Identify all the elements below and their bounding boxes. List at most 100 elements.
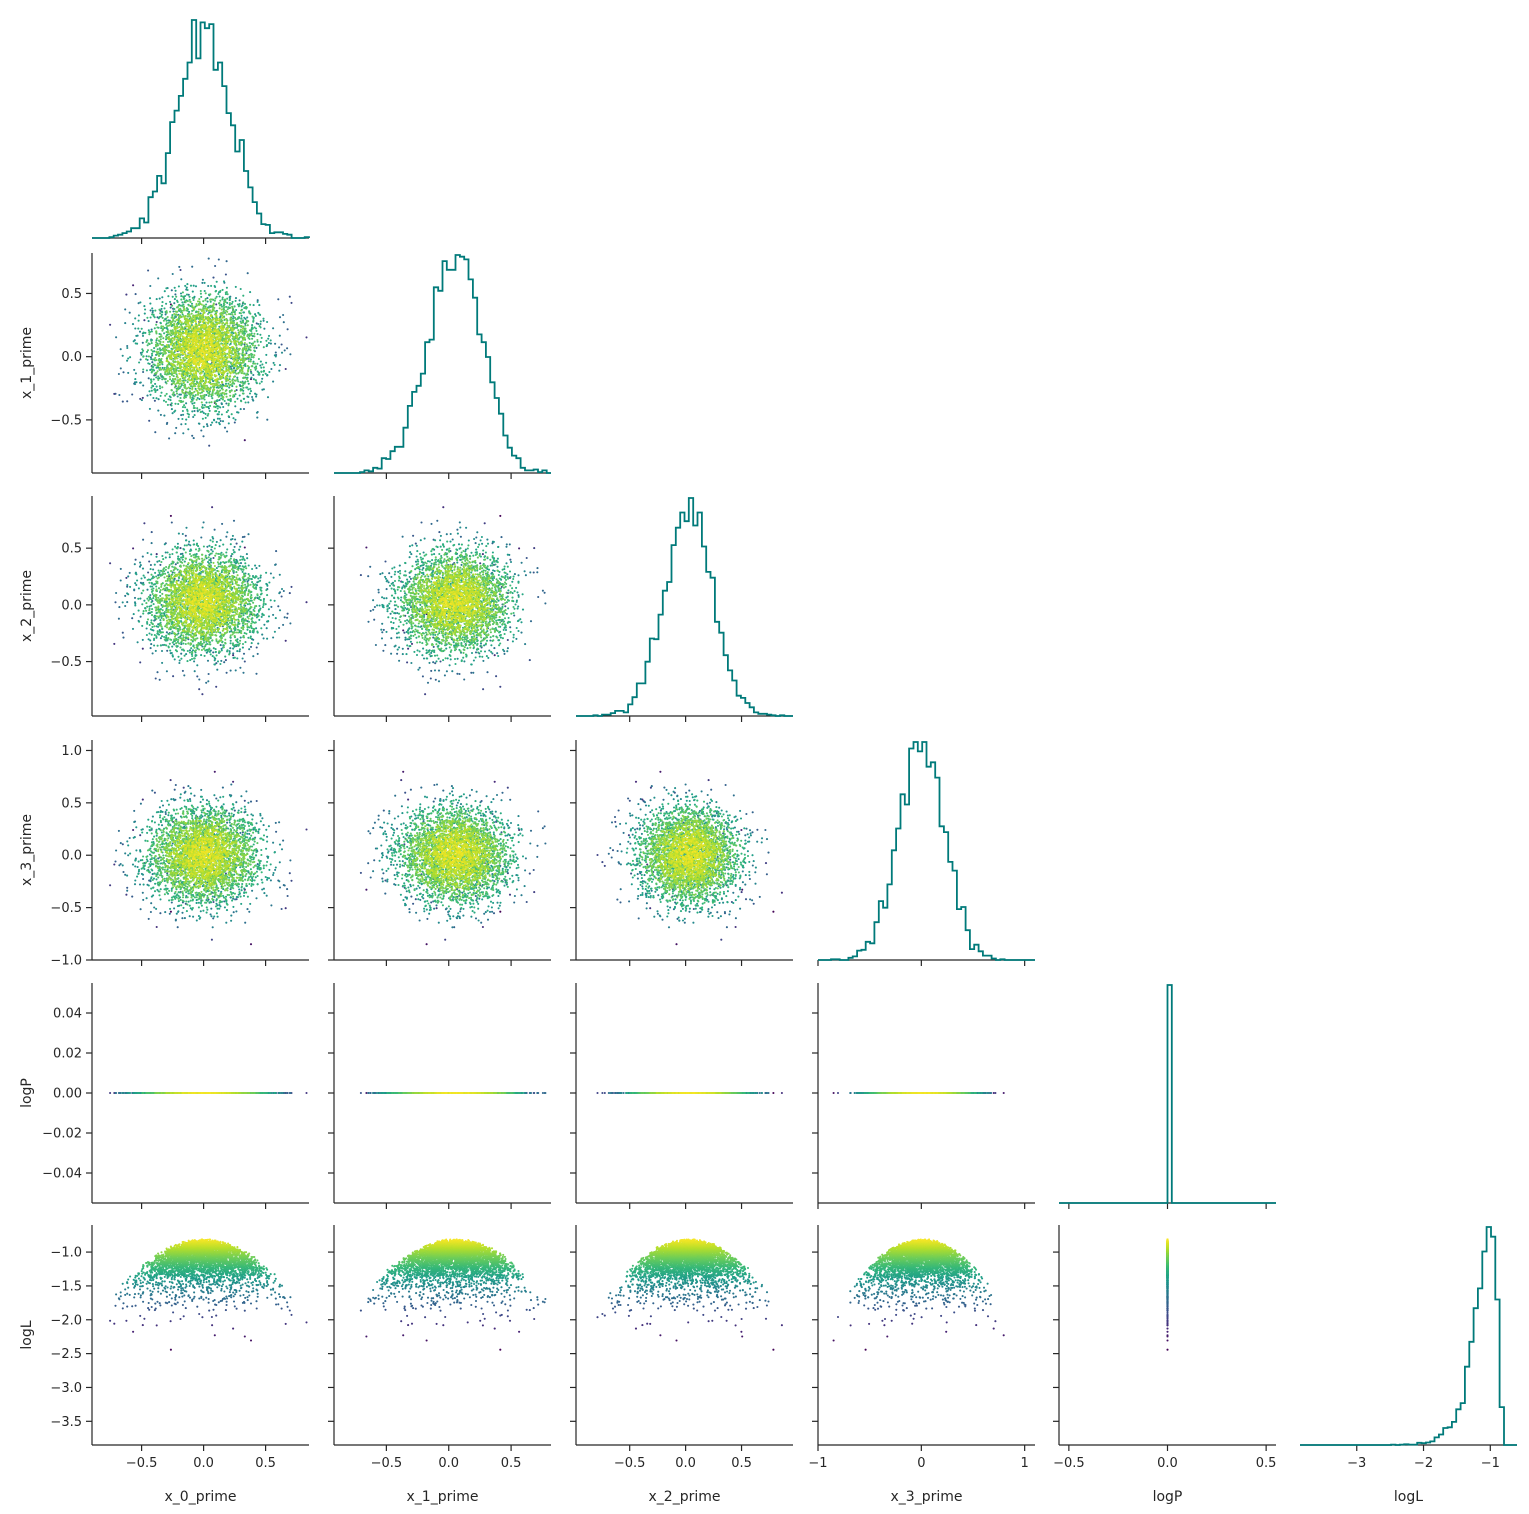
scatter-point [170,338,172,340]
scatter-point [144,332,146,334]
scatter-point [161,311,163,313]
scatter-point [231,369,233,371]
scatter-point [274,364,276,366]
scatter-point [183,305,185,307]
scatter-point [247,396,249,398]
scatter-point [187,428,189,430]
scatter-point [268,335,270,337]
scatter-point [138,302,140,304]
scatter-point [134,327,136,329]
scatter-point [229,384,231,386]
scatter-point [259,364,261,366]
scatter-point [180,423,182,425]
scatter-point [197,311,199,313]
scatter-point [210,387,212,389]
scatter-point [232,311,234,313]
scatter-point [221,309,223,311]
scatter-point [251,324,253,326]
scatter-point [233,322,235,324]
scatter-point [189,391,191,393]
scatter-point [154,400,156,402]
scatter-point [223,306,225,308]
scatter-point [200,387,202,389]
scatter-point [222,396,224,398]
scatter-point [256,417,258,419]
scatter-point [259,382,261,384]
scatter-point [203,412,205,414]
scatter-point [118,394,120,396]
scatter-point [273,362,275,364]
scatter-point [155,351,157,353]
scatter-point [170,307,172,309]
scatter-point [155,345,157,347]
scatter-point [197,387,199,389]
scatter-point [151,390,153,392]
scatter-point [134,378,136,380]
scatter-point [203,407,205,409]
scatter-point [210,285,212,287]
scatter-point [218,396,220,398]
scatter-point [172,329,174,331]
scatter-point [182,414,184,416]
scatter-point [188,416,190,418]
scatter-point [219,307,221,309]
scatter-point [225,402,227,404]
y-tick-label: 0.0 [61,350,82,365]
scatter-point [251,316,253,318]
scatter-point [148,320,150,322]
scatter-point [227,373,229,375]
scatter-point [284,349,286,351]
scatter-point [221,323,223,325]
scatter-point [148,377,150,379]
scatter-point [225,390,227,392]
scatter-point [247,388,249,390]
scatter-point [246,316,248,318]
scatter-point [120,367,122,369]
scatter-point [160,315,162,317]
scatter-point [169,333,171,335]
scatter-point [217,407,219,409]
scatter-point [160,322,162,324]
scatter-point [168,345,170,347]
scatter-point [250,372,252,374]
scatter-point [180,299,182,301]
scatter-point [140,381,142,383]
scatter-point [262,318,264,320]
scatter-point [253,304,255,306]
scatter-point [165,336,167,338]
scatter-point [165,303,167,305]
scatter-point [122,401,124,403]
scatter-point [135,342,137,344]
scatter-point [242,311,244,313]
y-tick-label: −0.5 [50,413,82,428]
scatter-point [224,427,226,429]
scatter-point [237,367,239,369]
scatter-point [248,354,250,356]
scatter-point [173,378,175,380]
scatter-point [241,370,243,372]
scatter-point [195,311,197,313]
scatter-point [181,418,183,420]
scatter-point [261,378,263,380]
scatter-point [278,370,280,372]
scatter-point [191,303,193,305]
scatter-point [250,354,252,356]
scatter-point [258,344,260,346]
scatter-point [184,406,186,408]
scatter-point [215,303,217,305]
scatter-point [151,307,153,309]
scatter-point [170,348,172,350]
scatter-point [150,382,152,384]
scatter-point [149,285,151,287]
scatter-point [196,399,198,401]
scatter-point [176,389,178,391]
scatter-point [253,335,255,337]
scatter-point [221,413,223,415]
scatter-point [167,295,169,297]
scatter-point [243,408,245,410]
scatter-point [138,320,140,322]
scatter-point [226,260,228,262]
scatter-point [220,397,222,399]
scatter-point [183,397,185,399]
scatter-point [240,329,242,331]
